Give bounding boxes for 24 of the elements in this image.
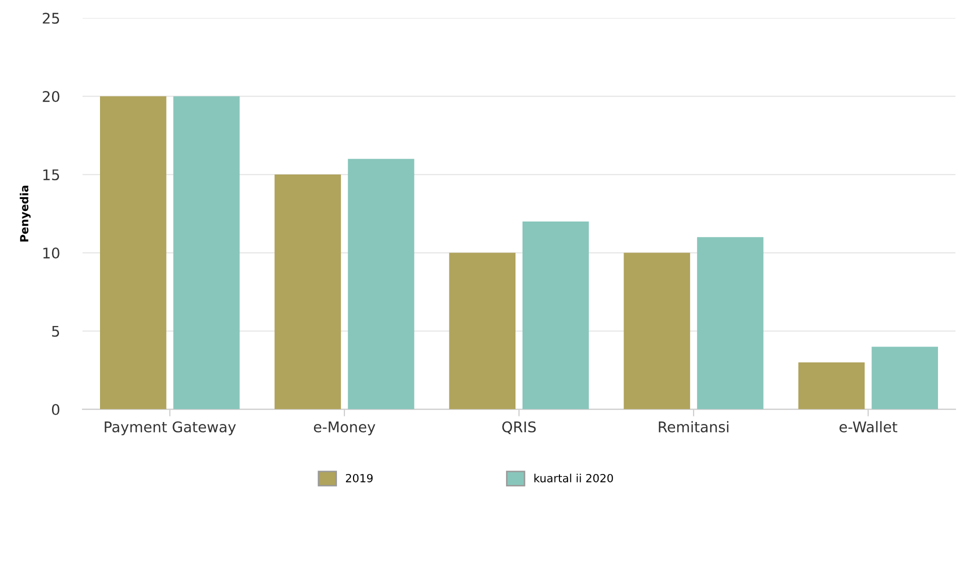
- bar: [798, 362, 865, 410]
- bar: [173, 96, 240, 410]
- legend-label: kuartal ii 2020: [534, 474, 613, 482]
- y-tick-label: 25: [42, 12, 60, 24]
- bar: [348, 158, 414, 410]
- x-tick-label: QRIS: [502, 421, 536, 434]
- bar: [522, 221, 589, 410]
- y-tick-label: 15: [43, 169, 60, 180]
- x-tick-label: Remitansi: [658, 421, 728, 432]
- bar: [872, 346, 938, 410]
- bar: [100, 96, 166, 410]
- x-tick-label: e-Money: [314, 422, 376, 436]
- bar: [624, 252, 690, 410]
- y-tick-label: 20: [42, 90, 60, 102]
- y-axis-title: Penyedia: [20, 186, 31, 242]
- y-tick-label: 0: [52, 404, 60, 416]
- bar: [274, 174, 341, 410]
- bar: [449, 252, 516, 410]
- bar: [697, 237, 764, 410]
- x-tick-label: Payment Gateway: [104, 421, 236, 436]
- y-tick-label: 5: [52, 326, 60, 337]
- y-tick-label: 10: [43, 248, 60, 259]
- legend-label: 2019: [346, 474, 373, 482]
- x-tick-label: e-Wallet: [840, 421, 898, 432]
